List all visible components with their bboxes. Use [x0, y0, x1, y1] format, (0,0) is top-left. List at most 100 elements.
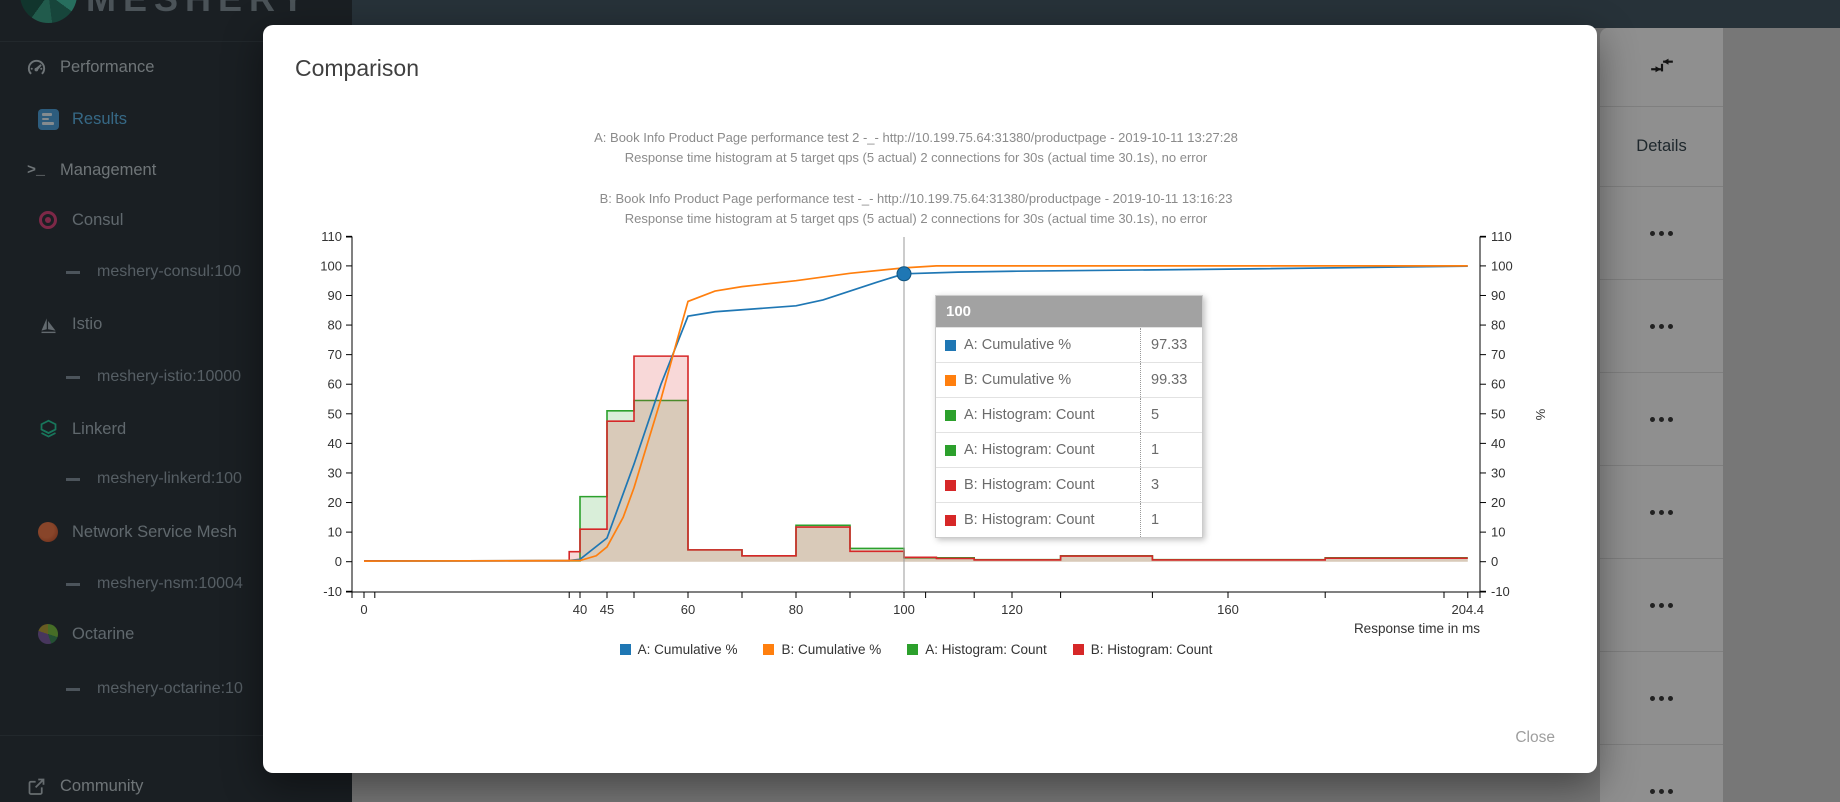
- histogram-area-b: [364, 356, 1468, 562]
- tooltip-row: B: Histogram: Count 3: [936, 467, 1202, 502]
- y-tick-label: 30: [328, 465, 342, 480]
- dash-icon: [61, 677, 85, 701]
- legend-swatch: [1072, 644, 1084, 655]
- nsm-icon: [36, 520, 60, 544]
- tooltip-series-name: A: Histogram: Count: [964, 407, 1095, 423]
- histogram-step-b: [364, 355, 1468, 562]
- y-tick-label: 60: [1491, 377, 1505, 392]
- app-bar: [352, 0, 1840, 28]
- more-options-icon: [1650, 788, 1655, 794]
- linkerd-icon: [36, 417, 60, 441]
- sidebar-divider: [0, 735, 352, 736]
- dash-icon: [61, 572, 85, 596]
- table-row: [1600, 466, 1723, 559]
- legend-item[interactable]: B: Cumulative %: [763, 642, 881, 657]
- more-options-button[interactable]: [1642, 595, 1681, 616]
- sidebar-item-label: Results: [72, 109, 128, 128]
- x-tick-label: 45: [600, 602, 614, 617]
- x-axis: [351, 591, 1481, 598]
- sidebar-item-meshery-octarine-10[interactable]: meshery-octarine:10: [61, 674, 243, 704]
- consul-icon: [36, 208, 60, 232]
- y-tick-label: -10: [1491, 584, 1510, 599]
- results-icon: [36, 107, 60, 131]
- tooltip-row: B: Cumulative % 99.33: [936, 362, 1202, 397]
- sidebar-item-label: meshery-nsm:10004: [97, 575, 243, 592]
- tooltip-row: B: Histogram: Count 1: [936, 502, 1202, 537]
- selected-point-marker: [896, 266, 912, 282]
- sidebar-item-istio[interactable]: Istio: [36, 309, 102, 339]
- sidebar-item-results[interactable]: Results: [36, 104, 127, 134]
- x-tick-label: 120: [1001, 602, 1023, 617]
- sidebar-item-community[interactable]: Community: [24, 771, 143, 801]
- sidebar-item-meshery-linkerd-100[interactable]: meshery-linkerd:100: [61, 464, 242, 494]
- speedometer-icon: [24, 55, 48, 79]
- legend-swatch: [619, 644, 631, 655]
- y-tick-label: 90: [328, 288, 342, 303]
- tooltip-row: A: Histogram: Count 1: [936, 432, 1202, 467]
- tooltip-series-name: A: Cumulative %: [964, 337, 1072, 353]
- sidebar-item-meshery-nsm-10004[interactable]: meshery-nsm:10004: [61, 569, 243, 599]
- more-options-icon: [1650, 509, 1655, 515]
- compare-collapse-icon: [1650, 58, 1673, 72]
- more-options-icon: [1650, 695, 1655, 701]
- sidebar-item-network-service-mesh[interactable]: Network Service Mesh: [36, 517, 237, 547]
- compare-collapse-button[interactable]: [1643, 47, 1681, 88]
- tooltip-value: 3: [1140, 468, 1202, 502]
- legend-item[interactable]: A: Cumulative %: [619, 642, 737, 657]
- table-row: [1600, 559, 1723, 652]
- sidebar-item-meshery-istio-10000[interactable]: meshery-istio:10000: [61, 362, 241, 392]
- y-tick-label: 20: [1491, 495, 1505, 510]
- close-button[interactable]: Close: [1503, 721, 1567, 755]
- chart-title-line: Response time histogram at 5 target qps …: [624, 211, 1208, 226]
- y-tick-label: 10: [1491, 525, 1505, 540]
- histogram-step-a: [364, 399, 1468, 562]
- more-options-button[interactable]: [1642, 316, 1681, 337]
- chart-title-line: A: Book Info Product Page performance te…: [594, 130, 1238, 145]
- sidebar-item-consul[interactable]: Consul: [36, 205, 123, 235]
- sidebar-item-management[interactable]: >_ Management: [24, 155, 156, 185]
- sidebar-item-label: meshery-consul:100: [97, 263, 242, 280]
- sidebar-item-linkerd[interactable]: Linkerd: [36, 414, 126, 444]
- more-options-button[interactable]: [1642, 223, 1681, 244]
- legend-label: B: Histogram: Count: [1090, 642, 1213, 657]
- chart-tooltip: 100 A: Cumulative % 97.33 B: Cumulative % 99…: [935, 295, 1203, 538]
- y-tick-label: 30: [1491, 465, 1505, 480]
- tooltip-value: 1: [1140, 433, 1202, 467]
- sidebar-item-label: Community: [60, 776, 144, 795]
- right-axis-label: %: [1533, 409, 1548, 421]
- x-tick-label: 0: [360, 602, 367, 617]
- sidebar-item-label: meshery-linkerd:100: [97, 470, 242, 487]
- x-tick-label: 160: [1217, 602, 1239, 617]
- octarine-icon: [36, 622, 60, 646]
- tooltip-series-name: B: Cumulative %: [964, 372, 1072, 388]
- tooltip-header: 100: [936, 296, 1202, 327]
- legend-item[interactable]: B: Histogram: Count: [1072, 642, 1213, 657]
- x-tick-label: 204.4: [1451, 602, 1484, 617]
- y-tick-label: 70: [1491, 347, 1505, 362]
- sidebar-item-octarine[interactable]: Octarine: [36, 619, 134, 649]
- more-options-icon: [1650, 230, 1655, 236]
- sidebar-item-performance[interactable]: Performance: [24, 52, 154, 82]
- brand-header[interactable]: MESHERY: [0, 0, 352, 42]
- legend-item[interactable]: A: Histogram: Count: [907, 642, 1047, 657]
- x-tick-label: 80: [789, 602, 803, 617]
- brand-wordmark: MESHERY: [86, 0, 312, 20]
- chart-titles: A: Book Info Product Page performance te…: [352, 128, 1480, 229]
- sidebar-item-meshery-consul-100[interactable]: meshery-consul:100: [61, 257, 241, 287]
- chart-title-line: Response time histogram at 5 target qps …: [624, 150, 1208, 165]
- cumulative-line-a: [363, 265, 1468, 562]
- more-options-button[interactable]: [1642, 781, 1681, 802]
- y-tick-label: 90: [1491, 288, 1505, 303]
- more-options-button[interactable]: [1642, 688, 1681, 709]
- more-options-button[interactable]: [1642, 502, 1681, 523]
- tooltip-swatch: [945, 339, 956, 351]
- tooltip-swatch: [945, 409, 956, 421]
- sidebar-item-label: Performance: [60, 57, 155, 76]
- modal-title: Comparison: [295, 55, 419, 81]
- more-options-button[interactable]: [1642, 409, 1681, 430]
- more-options-icon: [1650, 416, 1655, 422]
- x-tick-label: 60: [681, 602, 695, 617]
- tooltip-value: 97.33: [1140, 328, 1202, 362]
- more-options-icon: [1650, 323, 1655, 329]
- tooltip-swatch: [945, 514, 956, 526]
